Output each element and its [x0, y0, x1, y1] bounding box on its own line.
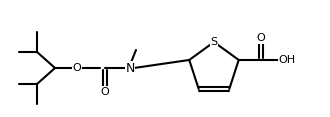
- Text: O: O: [256, 33, 265, 43]
- Text: O: O: [73, 63, 82, 73]
- Text: N: N: [125, 62, 135, 75]
- Text: OH: OH: [278, 55, 295, 65]
- Text: O: O: [101, 87, 109, 97]
- Text: S: S: [211, 37, 217, 47]
